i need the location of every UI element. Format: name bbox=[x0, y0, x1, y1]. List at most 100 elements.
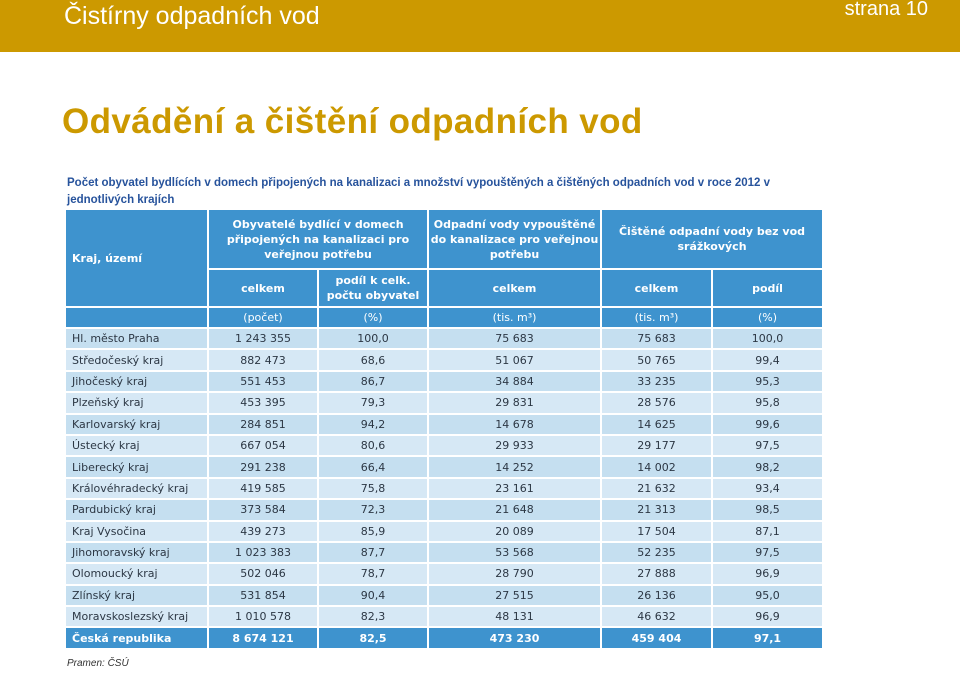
table-row: Hl. město Praha 1 243 355 100,0 75 683 75 68… bbox=[66, 329, 823, 349]
population-share: 79,3 bbox=[319, 393, 428, 413]
treated-water: 26 136 bbox=[602, 585, 712, 606]
population-share: 86,7 bbox=[319, 371, 428, 392]
wastewater: 27 515 bbox=[429, 585, 601, 606]
treated-water: 33 235 bbox=[602, 371, 712, 392]
population: 419 585 bbox=[209, 478, 317, 499]
population: 8 674 121 bbox=[209, 628, 317, 648]
wastewater: 48 131 bbox=[429, 607, 601, 627]
population-share: 82,5 bbox=[319, 628, 428, 648]
region-name: Hl. město Praha bbox=[66, 329, 207, 349]
table-total-row: Česká republika 8 674 121 82,5 473 230 459 4… bbox=[66, 628, 823, 648]
unit-percent: (%) bbox=[319, 308, 428, 327]
population: 453 395 bbox=[209, 393, 317, 413]
treated-water: 75 683 bbox=[602, 329, 712, 349]
unit-thousand-m3: (tis. m³) bbox=[429, 308, 601, 327]
presentation-title: Čistírny odpadních vod bbox=[64, 2, 320, 30]
treated-water: 27 888 bbox=[602, 564, 712, 584]
column-header-pop-total: celkem bbox=[209, 270, 317, 306]
region-name: Pardubický kraj bbox=[66, 500, 207, 520]
column-header-pop-share: podíl k celk. počtu obyvatel bbox=[319, 270, 428, 306]
wastewater: 14 678 bbox=[429, 414, 601, 434]
wastewater: 53 568 bbox=[429, 542, 601, 563]
treated-share: 95,0 bbox=[713, 585, 823, 606]
treated-share: 100,0 bbox=[713, 329, 823, 349]
region-name: Jihomoravský kraj bbox=[66, 542, 207, 563]
treated-water: 50 765 bbox=[602, 350, 712, 370]
column-header-region: Kraj, území bbox=[66, 210, 207, 306]
population-share: 85,9 bbox=[319, 521, 428, 541]
wastewater: 14 252 bbox=[429, 457, 601, 477]
table-row: Jihočeský kraj 551 453 86,7 34 884 33 235 95,… bbox=[66, 371, 823, 392]
table-body: Hl. město Praha 1 243 355 100,0 75 683 75 68… bbox=[66, 329, 823, 648]
treated-share: 95,3 bbox=[713, 371, 823, 392]
column-group-treated: Čištěné odpadní vody bez vod srážkových bbox=[602, 210, 823, 268]
region-name: Královéhradecký kraj bbox=[66, 478, 207, 499]
region-name: Olomoucký kraj bbox=[66, 564, 207, 584]
treated-water: 28 576 bbox=[602, 393, 712, 413]
population: 291 238 bbox=[209, 457, 317, 477]
column-header-treated-total: celkem bbox=[602, 270, 712, 306]
treated-share: 98,5 bbox=[713, 500, 823, 520]
region-name: Karlovarský kraj bbox=[66, 414, 207, 434]
wastewater: 473 230 bbox=[429, 628, 601, 648]
wastewater: 75 683 bbox=[429, 329, 601, 349]
treated-share: 98,2 bbox=[713, 457, 823, 477]
wastewater: 29 933 bbox=[429, 435, 601, 456]
column-header-waste-total: celkem bbox=[429, 270, 601, 306]
population-share: 78,7 bbox=[319, 564, 428, 584]
table-row: Karlovarský kraj 284 851 94,2 14 678 14 625 9… bbox=[66, 414, 823, 434]
population: 502 046 bbox=[209, 564, 317, 584]
unit-thousand-m3: (tis. m³) bbox=[602, 308, 712, 327]
column-header-treated-share: podíl bbox=[713, 270, 823, 306]
table-row: Liberecký kraj 291 238 66,4 14 252 14 002 98,… bbox=[66, 457, 823, 477]
wastewater-table: Kraj, území Obyvatelé bydlící v domech p… bbox=[64, 208, 824, 650]
population-share: 82,3 bbox=[319, 607, 428, 627]
population: 667 054 bbox=[209, 435, 317, 456]
population-share: 94,2 bbox=[319, 414, 428, 434]
column-group-population: Obyvatelé bydlící v domech připojených n… bbox=[209, 210, 428, 268]
treated-water: 21 313 bbox=[602, 500, 712, 520]
treated-share: 99,4 bbox=[713, 350, 823, 370]
wastewater: 51 067 bbox=[429, 350, 601, 370]
wastewater: 23 161 bbox=[429, 478, 601, 499]
region-name: Moravskoslezský kraj bbox=[66, 607, 207, 627]
population: 1 010 578 bbox=[209, 607, 317, 627]
region-name: Středočeský kraj bbox=[66, 350, 207, 370]
table-row: Středočeský kraj 882 473 68,6 51 067 50 765 9… bbox=[66, 350, 823, 370]
population: 531 854 bbox=[209, 585, 317, 606]
population-share: 68,6 bbox=[319, 350, 428, 370]
table-row: Zlínský kraj 531 854 90,4 27 515 26 136 95,0 bbox=[66, 585, 823, 606]
treated-water: 21 632 bbox=[602, 478, 712, 499]
table-row: Kraj Vysočina 439 273 85,9 20 089 17 504 87,1 bbox=[66, 521, 823, 541]
region-name: Ústecký kraj bbox=[66, 435, 207, 456]
treated-share: 95,8 bbox=[713, 393, 823, 413]
population-share: 90,4 bbox=[319, 585, 428, 606]
region-name: Liberecký kraj bbox=[66, 457, 207, 477]
treated-water: 52 235 bbox=[602, 542, 712, 563]
top-bar: Čistírny odpadních vod strana 10 bbox=[0, 0, 960, 52]
treated-share: 87,1 bbox=[713, 521, 823, 541]
population-share: 66,4 bbox=[319, 457, 428, 477]
wastewater: 29 831 bbox=[429, 393, 601, 413]
treated-water: 17 504 bbox=[602, 521, 712, 541]
table-caption: Počet obyvatel bydlících v domech připoj… bbox=[67, 177, 771, 206]
table-row: Olomoucký kraj 502 046 78,7 28 790 27 888 96,… bbox=[66, 564, 823, 584]
treated-share: 99,6 bbox=[713, 414, 823, 434]
wastewater: 20 089 bbox=[429, 521, 601, 541]
treated-water: 29 177 bbox=[602, 435, 712, 456]
treated-share: 97,5 bbox=[713, 542, 823, 563]
table-row: Pardubický kraj 373 584 72,3 21 648 21 313 98… bbox=[66, 500, 823, 520]
wastewater: 28 790 bbox=[429, 564, 601, 584]
page-number: strana 10 bbox=[844, 0, 928, 20]
unit-percent: (%) bbox=[713, 308, 823, 327]
population: 551 453 bbox=[209, 371, 317, 392]
column-group-wastewater: Odpadní vody vypouštěné do kanalizace pr… bbox=[429, 210, 601, 268]
population: 284 851 bbox=[209, 414, 317, 434]
table-row: Jihomoravský kraj 1 023 383 87,7 53 568 52 2… bbox=[66, 542, 823, 563]
population-share: 75,8 bbox=[319, 478, 428, 499]
treated-share: 96,9 bbox=[713, 564, 823, 584]
population: 882 473 bbox=[209, 350, 317, 370]
wastewater: 21 648 bbox=[429, 500, 601, 520]
population: 1 023 383 bbox=[209, 542, 317, 563]
unit-count: (počet) bbox=[209, 308, 317, 327]
